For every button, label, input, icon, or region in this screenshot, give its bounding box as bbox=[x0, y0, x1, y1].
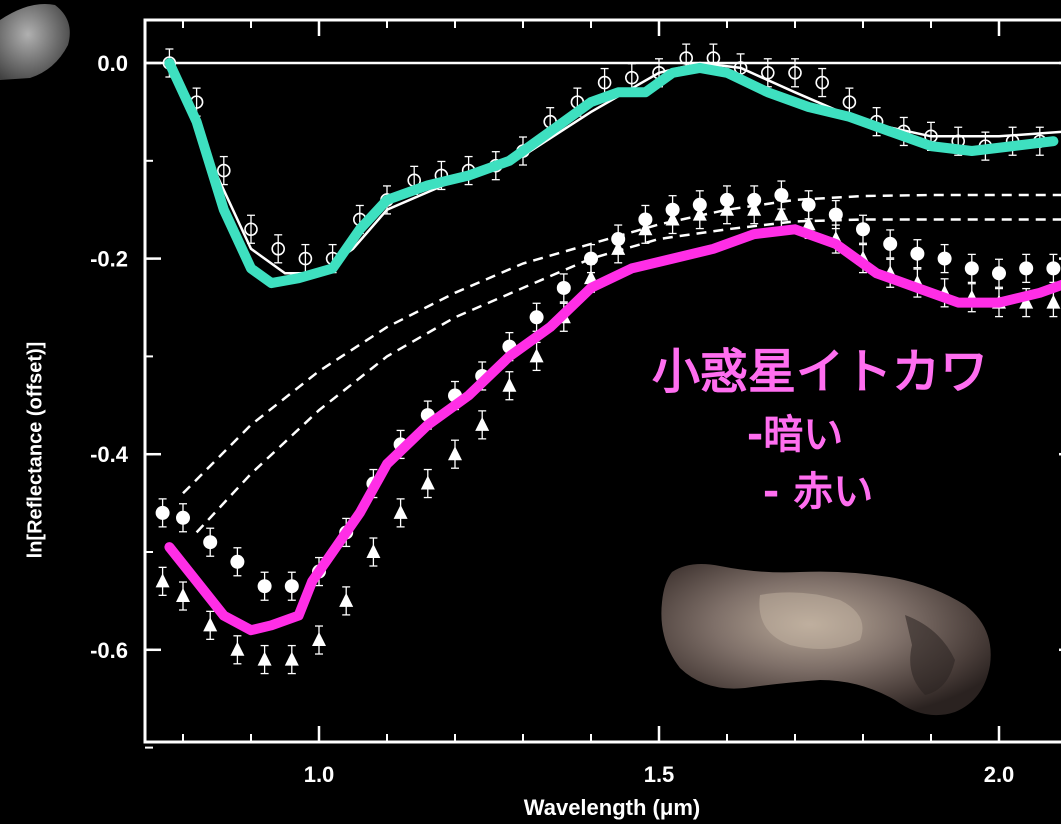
data-point bbox=[203, 617, 218, 632]
data-point bbox=[155, 505, 170, 520]
data-point bbox=[339, 592, 354, 607]
dashed-curve bbox=[182, 193, 1061, 495]
data-point bbox=[529, 348, 544, 363]
y-tick-label: 0.0 bbox=[97, 51, 128, 76]
data-point bbox=[611, 240, 626, 255]
plot-frame bbox=[143, 18, 1061, 744]
y-tick-label: -0.4 bbox=[90, 442, 129, 467]
data-point bbox=[502, 377, 517, 392]
data-point bbox=[217, 163, 231, 178]
data-point bbox=[284, 579, 299, 594]
data-point bbox=[284, 651, 299, 666]
annotation-dark: -暗い bbox=[747, 412, 844, 458]
data-point bbox=[176, 510, 190, 525]
y-tick-label: -0.6 bbox=[90, 638, 128, 663]
spectrum-lines bbox=[164, 58, 1061, 636]
data-point bbox=[964, 261, 979, 276]
data-point bbox=[244, 222, 258, 237]
data-point bbox=[856, 222, 870, 237]
data-point bbox=[774, 188, 789, 203]
data-point bbox=[257, 579, 272, 594]
data-point bbox=[1019, 261, 1034, 276]
y-tick-label: -0.2 bbox=[90, 247, 128, 272]
data-point bbox=[584, 270, 598, 285]
axis-ticks: 1.0 1.5 2.0 0.0 -0.2 -0.4 -0.6 bbox=[90, 20, 1061, 787]
x-tick-label: 2.0 bbox=[984, 762, 1015, 787]
itokawa-image-shadow bbox=[905, 615, 955, 695]
data-point bbox=[828, 207, 843, 222]
data-point bbox=[801, 216, 816, 231]
data-point bbox=[556, 280, 571, 295]
data-point bbox=[624, 70, 639, 85]
data-point bbox=[1019, 294, 1034, 309]
data-point bbox=[801, 197, 816, 212]
data-point bbox=[842, 95, 857, 109]
data-point bbox=[597, 75, 612, 90]
data-point bbox=[679, 51, 694, 65]
data-point bbox=[312, 632, 326, 647]
data-point bbox=[475, 416, 490, 431]
annotation-title: 小惑星イトカワ bbox=[652, 344, 988, 400]
data-point bbox=[393, 504, 408, 519]
data-point bbox=[448, 446, 462, 461]
itokawa-image bbox=[661, 564, 991, 716]
data-point bbox=[720, 201, 734, 216]
data-point bbox=[366, 544, 381, 558]
data-point bbox=[230, 554, 245, 569]
data-point bbox=[257, 651, 272, 666]
data-point bbox=[706, 51, 721, 65]
asteroid-thumbnail bbox=[0, 4, 70, 80]
x-tick-label: 1.5 bbox=[644, 762, 675, 787]
data-point bbox=[774, 206, 789, 221]
dashed-curves bbox=[182, 193, 1061, 534]
annotation-red: - 赤い bbox=[763, 469, 874, 515]
data-point bbox=[176, 588, 190, 603]
data-point bbox=[638, 221, 653, 236]
dashed-curve bbox=[195, 218, 1061, 534]
data-point bbox=[692, 206, 707, 221]
data-point bbox=[420, 475, 435, 490]
data-point bbox=[788, 65, 802, 80]
data-point bbox=[760, 65, 775, 80]
data-point bbox=[883, 236, 898, 251]
data-point bbox=[1046, 261, 1061, 276]
x-axis-label: Wavelength (μm) bbox=[524, 795, 700, 820]
x-tick-label: 1.0 bbox=[304, 762, 335, 787]
data-point bbox=[298, 251, 313, 266]
data-point bbox=[665, 211, 680, 226]
data-point bbox=[992, 266, 1006, 281]
data-point bbox=[155, 573, 170, 588]
data-point bbox=[910, 246, 925, 261]
data-point bbox=[271, 242, 286, 256]
data-point bbox=[1046, 294, 1061, 309]
data-point bbox=[815, 75, 830, 90]
spectrum-line bbox=[164, 58, 1059, 289]
data-point bbox=[584, 251, 598, 266]
itokawa-image-highlight bbox=[759, 592, 863, 649]
data-point bbox=[230, 641, 245, 656]
spectrum-line bbox=[164, 224, 1061, 636]
data-point bbox=[747, 201, 762, 216]
data-point bbox=[937, 251, 952, 266]
data-point bbox=[203, 535, 218, 550]
data-point bbox=[529, 310, 544, 325]
